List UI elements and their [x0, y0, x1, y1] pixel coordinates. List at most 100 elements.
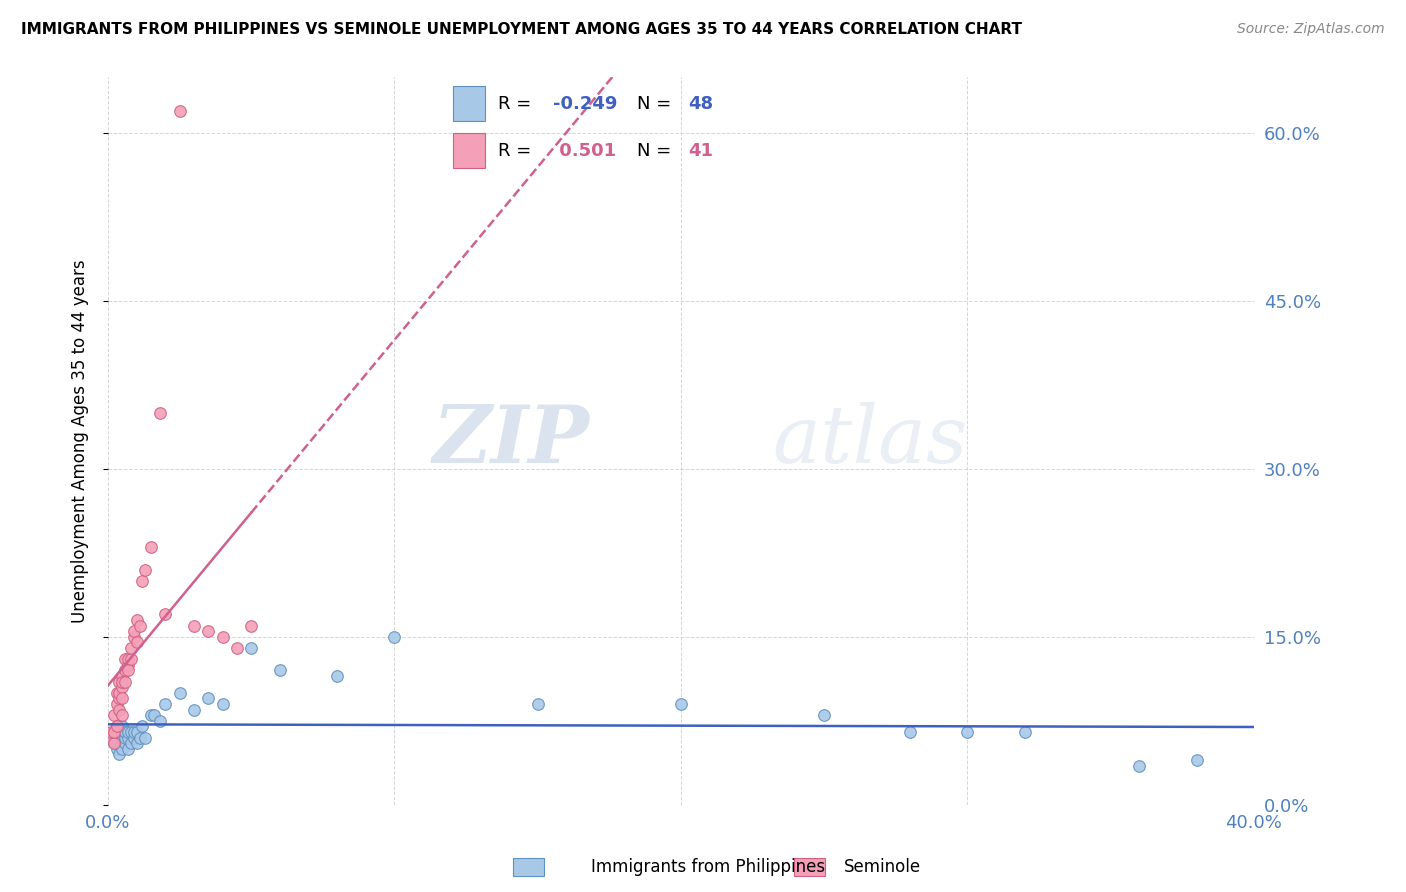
- Point: [131, 719, 153, 733]
- Point: [139, 541, 162, 555]
- Point: [197, 691, 219, 706]
- Point: [1185, 753, 1208, 767]
- Point: [108, 674, 131, 689]
- Text: -0.249: -0.249: [553, 95, 617, 112]
- Text: 0.501: 0.501: [553, 142, 616, 160]
- Point: [111, 731, 134, 745]
- Point: [108, 725, 131, 739]
- Point: [211, 630, 233, 644]
- Point: [108, 691, 131, 706]
- Text: R =: R =: [498, 95, 537, 112]
- Point: [108, 736, 131, 750]
- Point: [134, 731, 156, 745]
- Point: [111, 741, 134, 756]
- Point: [240, 641, 263, 656]
- Point: [169, 103, 191, 118]
- Point: [114, 731, 136, 745]
- Point: [103, 736, 125, 750]
- Point: [111, 680, 134, 694]
- FancyBboxPatch shape: [453, 133, 485, 168]
- Text: Seminole: Seminole: [844, 858, 921, 876]
- Point: [197, 624, 219, 639]
- Point: [326, 669, 349, 683]
- Point: [103, 725, 125, 739]
- Point: [103, 725, 125, 739]
- Point: [117, 652, 139, 666]
- Point: [122, 725, 145, 739]
- Text: R =: R =: [498, 142, 537, 160]
- Point: [100, 731, 122, 745]
- Point: [148, 714, 170, 728]
- Point: [120, 725, 142, 739]
- Point: [122, 630, 145, 644]
- Point: [813, 708, 835, 723]
- Point: [125, 635, 148, 649]
- Point: [111, 669, 134, 683]
- Point: [103, 736, 125, 750]
- Point: [103, 708, 125, 723]
- Point: [384, 630, 406, 644]
- Point: [122, 731, 145, 745]
- Point: [117, 725, 139, 739]
- Point: [100, 731, 122, 745]
- Point: [269, 664, 291, 678]
- Point: [120, 641, 142, 656]
- Point: [134, 563, 156, 577]
- Point: [898, 725, 921, 739]
- Point: [142, 708, 165, 723]
- Point: [108, 686, 131, 700]
- Point: [131, 574, 153, 588]
- Point: [111, 719, 134, 733]
- Point: [148, 406, 170, 420]
- Point: [526, 697, 548, 711]
- Point: [111, 691, 134, 706]
- Point: [111, 674, 134, 689]
- Point: [1014, 725, 1036, 739]
- Text: N =: N =: [637, 142, 676, 160]
- Point: [225, 641, 247, 656]
- Text: atlas: atlas: [772, 402, 967, 480]
- Text: Source: ZipAtlas.com: Source: ZipAtlas.com: [1237, 22, 1385, 37]
- Text: 48: 48: [689, 95, 714, 112]
- Point: [114, 736, 136, 750]
- Text: 41: 41: [689, 142, 714, 160]
- Text: ZIP: ZIP: [433, 402, 589, 480]
- Point: [108, 702, 131, 716]
- Point: [100, 725, 122, 739]
- Text: N =: N =: [637, 95, 676, 112]
- Point: [125, 613, 148, 627]
- Point: [117, 657, 139, 672]
- Point: [1128, 758, 1150, 772]
- Point: [114, 652, 136, 666]
- Point: [105, 697, 128, 711]
- Point: [240, 618, 263, 632]
- Point: [211, 697, 233, 711]
- Point: [105, 731, 128, 745]
- Point: [114, 725, 136, 739]
- Point: [114, 664, 136, 678]
- Point: [111, 725, 134, 739]
- Point: [120, 652, 142, 666]
- Point: [105, 719, 128, 733]
- Point: [105, 686, 128, 700]
- Point: [117, 731, 139, 745]
- Text: IMMIGRANTS FROM PHILIPPINES VS SEMINOLE UNEMPLOYMENT AMONG AGES 35 TO 44 YEARS C: IMMIGRANTS FROM PHILIPPINES VS SEMINOLE …: [21, 22, 1022, 37]
- Point: [111, 708, 134, 723]
- Point: [105, 719, 128, 733]
- Text: Immigrants from Philippines: Immigrants from Philippines: [591, 858, 825, 876]
- FancyBboxPatch shape: [453, 87, 485, 121]
- Point: [128, 618, 150, 632]
- Point: [125, 736, 148, 750]
- Point: [108, 747, 131, 762]
- Point: [669, 697, 692, 711]
- Point: [155, 697, 177, 711]
- Point: [114, 674, 136, 689]
- Point: [139, 708, 162, 723]
- Point: [183, 702, 205, 716]
- Point: [128, 731, 150, 745]
- Point: [155, 607, 177, 622]
- Point: [183, 618, 205, 632]
- Point: [105, 741, 128, 756]
- Point: [169, 686, 191, 700]
- Point: [120, 736, 142, 750]
